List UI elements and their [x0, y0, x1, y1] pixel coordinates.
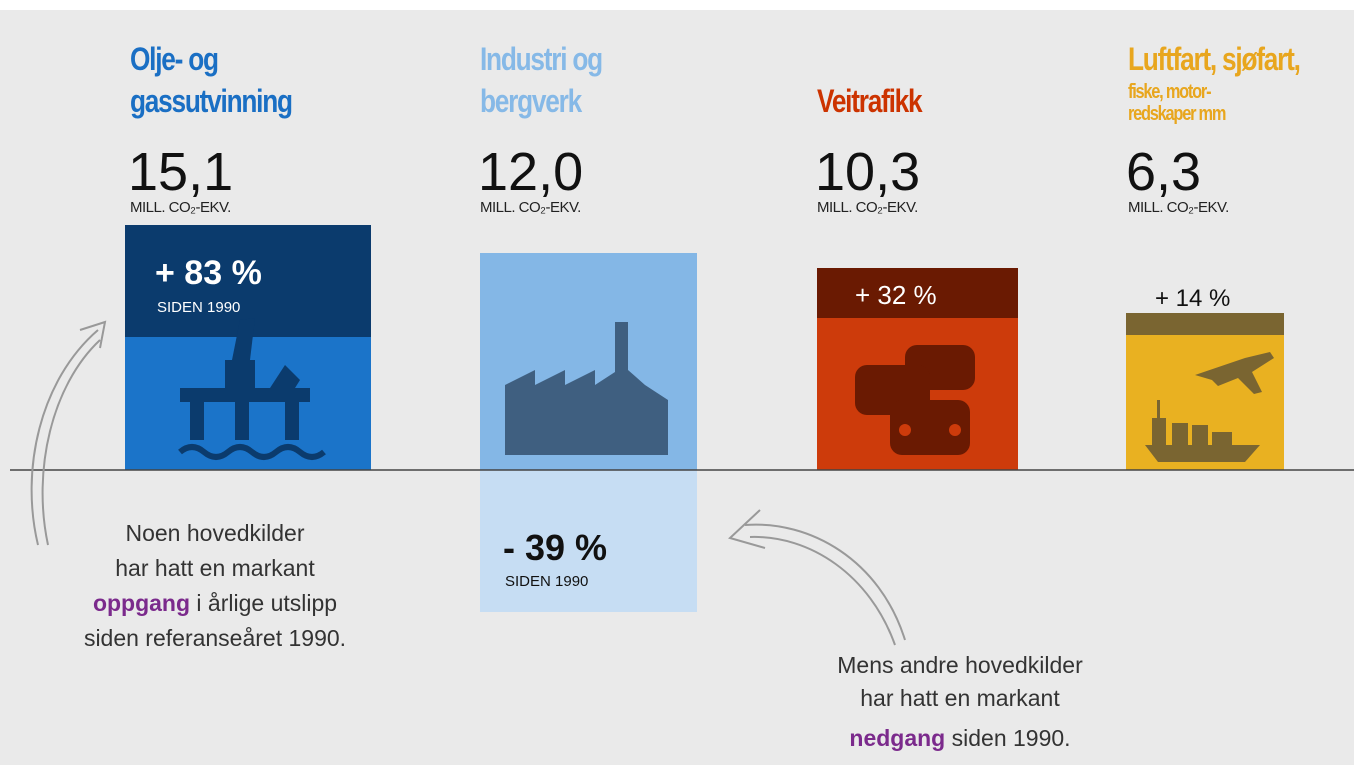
- box-top: [125, 225, 371, 337]
- item-change: + 83 %: [155, 254, 262, 292]
- item-change: + 14 %: [1155, 285, 1230, 312]
- item-title: Olje- og: [130, 43, 218, 78]
- annotation-line: oppgang i årlige utslipp: [93, 590, 337, 616]
- item-value: 6,3: [1126, 142, 1201, 202]
- item-unit: MILL. CO₂-EKV.: [817, 199, 918, 216]
- item-since: SIDEN 1990: [157, 299, 240, 316]
- highlight: oppgang: [93, 590, 190, 616]
- factory-icon: [505, 322, 668, 455]
- box-top: [1126, 313, 1284, 335]
- item-title: fiske, motor-: [1128, 79, 1211, 102]
- annotation-text: har hatt en markant: [115, 555, 315, 581]
- item-value: 15,1: [128, 142, 233, 202]
- cars-icon: [855, 345, 975, 455]
- annotation-text: har hatt en markant: [860, 685, 1060, 711]
- annotation-line: Noen hovedkilder: [125, 520, 304, 546]
- annotation-line: har hatt en markant: [115, 555, 315, 581]
- annotation-text: siden 1990.: [945, 725, 1070, 751]
- item-title: gassutvinning: [130, 85, 292, 120]
- annotation-text: i årlige utslipp: [190, 590, 337, 616]
- item-unit: MILL. CO₂-EKV.: [1128, 199, 1229, 216]
- item-value: 12,0: [478, 142, 583, 202]
- annotation-line: har hatt en markant: [860, 685, 1060, 711]
- item-title: redskaper mm: [1128, 101, 1226, 124]
- item-since: SIDEN 1990: [505, 573, 588, 590]
- annotation-line: Mens andre hovedkilder: [837, 652, 1083, 678]
- item-unit: MILL. CO₂-EKV.: [130, 199, 231, 216]
- item-title: Luftfart, sjøfart,: [1128, 43, 1300, 78]
- item-title: Veitrafikk: [817, 85, 923, 120]
- item-title: bergverk: [480, 85, 583, 120]
- item-title: Industri og: [480, 43, 602, 78]
- highlight: nedgang: [849, 725, 945, 751]
- annotation-line: nedgang siden 1990.: [849, 725, 1070, 751]
- annotation-line: siden referanseåret 1990.: [84, 625, 346, 651]
- item-change: + 32 %: [855, 280, 937, 310]
- arrows: [30, 320, 906, 646]
- oil-rig-icon: [178, 318, 326, 460]
- annotation-text: Mens andre hovedkilder: [837, 652, 1083, 678]
- item-unit: MILL. CO₂-EKV.: [480, 199, 581, 216]
- box-below: [480, 470, 697, 612]
- item-value: 10,3: [815, 142, 920, 202]
- item-change: - 39 %: [503, 527, 607, 568]
- annotation-text: Noen hovedkilder: [125, 520, 304, 546]
- plane-ship-icon: [1145, 352, 1274, 462]
- annotation-text: siden referanseåret 1990.: [84, 625, 346, 651]
- box-top: [817, 268, 1018, 318]
